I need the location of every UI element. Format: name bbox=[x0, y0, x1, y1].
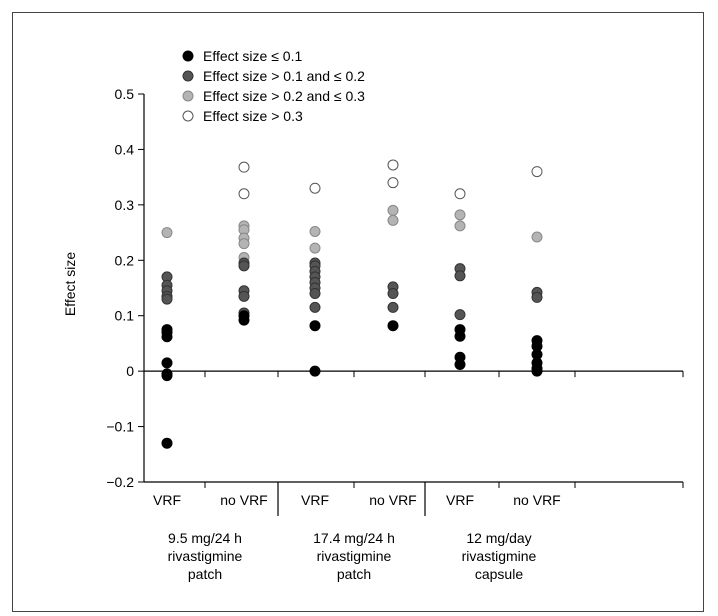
x-categories: VRF no VRF VRF no VRF VRF no VRF bbox=[153, 492, 561, 508]
legend-label: Effect size > 0.3 bbox=[203, 108, 303, 124]
legend-label: Effect size > 0.1 and ≤ 0.2 bbox=[203, 68, 365, 84]
scatter-chart: −0.2 −0.1 0 0.1 0.2 0.3 0.4 0.5 VRF no VRF VRF no … bbox=[62, 48, 684, 582]
group-label-line: 17.4 mg/24 h bbox=[313, 530, 395, 546]
group-label-line: patch bbox=[188, 566, 222, 582]
group-label-line: 9.5 mg/24 h bbox=[168, 530, 242, 546]
y-tick-label: 0.3 bbox=[115, 197, 135, 213]
y-tick-label: 0.5 bbox=[115, 86, 135, 102]
data-point bbox=[238, 188, 250, 200]
data-point bbox=[454, 358, 466, 370]
group-label-line: capsule bbox=[475, 566, 523, 582]
figure-frame: −0.2 −0.1 0 0.1 0.2 0.3 0.4 0.5 VRF no VRF VRF no … bbox=[12, 12, 704, 612]
data-point bbox=[238, 161, 250, 173]
axes bbox=[143, 94, 684, 516]
legend-marker bbox=[182, 50, 194, 62]
group-label-line: patch bbox=[337, 566, 371, 582]
legend-marker bbox=[182, 70, 194, 82]
data-point bbox=[387, 177, 399, 189]
group-label-line: rivastigmine bbox=[462, 548, 537, 564]
data-point bbox=[238, 238, 250, 250]
group-labels: 9.5 mg/24 h rivastigmine patch 17.4 mg/24 h… bbox=[168, 530, 537, 582]
y-axis-label: Effect size bbox=[62, 252, 78, 317]
data-point bbox=[454, 220, 466, 232]
y-tick-label: −0.2 bbox=[106, 474, 134, 490]
data-point bbox=[309, 320, 321, 332]
data-point bbox=[238, 260, 250, 272]
data-point bbox=[454, 270, 466, 282]
data-point bbox=[531, 365, 543, 377]
group-label-line: rivastigmine bbox=[168, 548, 243, 564]
data-point bbox=[161, 227, 173, 239]
y-tick-label: 0 bbox=[126, 363, 134, 379]
data-point bbox=[309, 182, 321, 194]
data-point bbox=[309, 301, 321, 313]
x-category-label: no VRF bbox=[369, 492, 416, 508]
data-point bbox=[309, 225, 321, 237]
data-point bbox=[531, 291, 543, 303]
data-point bbox=[161, 370, 173, 382]
data-point bbox=[387, 288, 399, 300]
legend: Effect size ≤ 0.1 Effect size > 0.1 and ≤… bbox=[182, 48, 365, 124]
x-category-label: no VRF bbox=[220, 492, 267, 508]
data-point bbox=[161, 437, 173, 449]
data-point bbox=[309, 365, 321, 377]
y-tick-label: 0.2 bbox=[115, 252, 135, 268]
x-category-label: VRF bbox=[301, 492, 329, 508]
legend-marker bbox=[182, 90, 194, 102]
legend-label: Effect size > 0.2 and ≤ 0.3 bbox=[203, 88, 365, 104]
data-point bbox=[238, 290, 250, 302]
legend-marker bbox=[182, 110, 194, 122]
data-point bbox=[387, 159, 399, 171]
data-point bbox=[309, 242, 321, 254]
y-tick-label: 0.1 bbox=[115, 308, 135, 324]
data-points bbox=[161, 159, 543, 449]
x-category-label: VRF bbox=[153, 492, 181, 508]
data-point bbox=[161, 293, 173, 305]
data-point bbox=[387, 204, 399, 216]
x-category-label: VRF bbox=[446, 492, 474, 508]
group-label-line: 12 mg/day bbox=[466, 530, 531, 546]
legend-label: Effect size ≤ 0.1 bbox=[203, 48, 302, 64]
data-point bbox=[309, 288, 321, 300]
data-point bbox=[454, 209, 466, 221]
data-point bbox=[161, 331, 173, 343]
y-tick-label: −0.1 bbox=[106, 419, 134, 435]
data-point bbox=[454, 309, 466, 321]
data-point bbox=[454, 330, 466, 342]
y-tick-label: 0.4 bbox=[115, 141, 135, 157]
data-point bbox=[454, 188, 466, 200]
data-point bbox=[387, 214, 399, 226]
data-point bbox=[531, 231, 543, 243]
data-point bbox=[531, 166, 543, 178]
data-point bbox=[161, 357, 173, 369]
y-ticks: −0.2 −0.1 0 0.1 0.2 0.3 0.4 0.5 bbox=[106, 86, 144, 490]
group-label-line: rivastigmine bbox=[317, 548, 392, 564]
data-point bbox=[387, 301, 399, 313]
x-category-label: no VRF bbox=[513, 492, 560, 508]
data-point bbox=[387, 320, 399, 332]
data-point bbox=[238, 314, 250, 326]
